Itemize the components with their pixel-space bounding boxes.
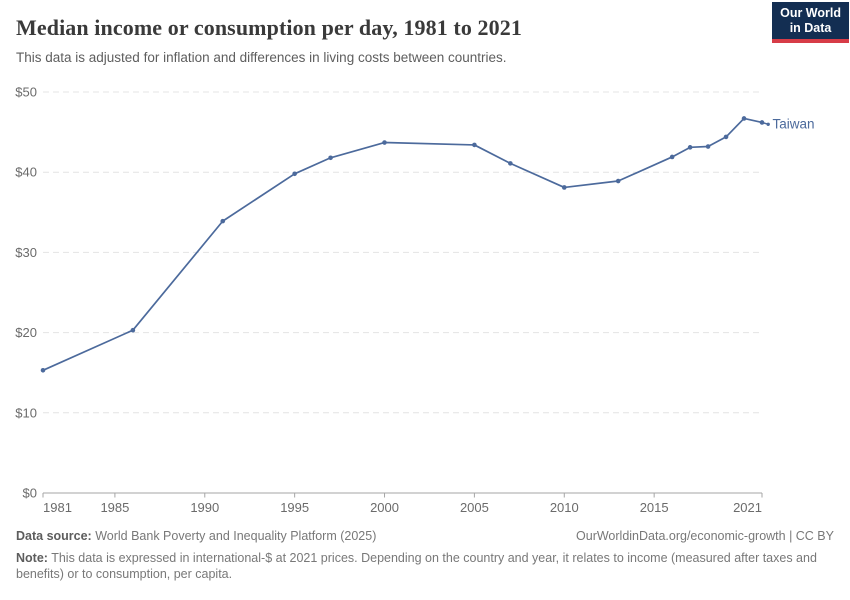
note-label: Note: [16,550,48,565]
y-tick-label: $10 [15,405,37,420]
series-line-taiwan [42,117,763,372]
data-point-marker [669,154,675,160]
y-tick-label: $40 [15,165,37,180]
x-tick-label: 1995 [280,500,309,515]
x-tick-label: 1985 [100,500,129,515]
y-tick-label: $20 [15,325,37,340]
note-value: This data is expressed in international-… [16,550,817,582]
data-point-marker [292,171,297,177]
chart-note: Note: This data is expressed in internat… [16,550,828,583]
data-point-marker [741,116,747,121]
chart-title: Median income or consumption per day, 19… [16,15,522,40]
x-tick-label: 2015 [640,500,669,515]
data-point-marker [723,134,729,140]
data-point-marker [705,144,711,149]
y-tick-label: $0 [23,486,37,501]
data-point-marker [40,367,46,373]
data-point-marker [328,155,333,161]
data-point-marker [561,185,567,190]
data-source-value: World Bank Poverty and Inequality Platfo… [91,529,377,543]
label-connector-dot [766,122,770,126]
y-tick-label: $50 [15,85,37,100]
x-tick-label: 2005 [460,500,489,515]
owid-logo: Our World in Data [772,2,849,43]
x-tick-label: 2010 [550,500,579,515]
data-source: Data source: World Bank Poverty and Ineq… [16,528,376,545]
data-source-label: Data source: [16,529,92,543]
chart-header: Median income or consumption per day, 19… [16,14,834,66]
data-point-marker [472,142,477,148]
series-end-label[interactable]: Taiwan [773,116,815,131]
credit-link[interactable]: OurWorldinData.org/economic-growth | CC … [576,529,834,543]
data-point-marker [220,218,226,224]
x-tick-label: 2000 [370,500,399,515]
data-point-marker [759,120,765,125]
owid-logo-line1: Our World [780,6,841,20]
x-tick-label: 2021 [733,500,762,515]
x-tick-label: 1990 [190,500,219,515]
owid-logo-line2: in Data [789,20,832,35]
data-point-marker [130,327,136,333]
data-point-marker [508,161,513,166]
data-point-marker [615,178,621,184]
x-tick-label: 1981 [43,500,72,515]
chart-subtitle: This data is adjusted for inflation and … [16,49,507,65]
data-point-marker [382,140,387,145]
chart-footer: Data source: World Bank Poverty and Ineq… [16,528,834,583]
y-tick-label: $30 [15,245,37,260]
data-point-marker [687,145,693,150]
chart-area: $0 $10 $20 $30 $40 $50 1981 1985 1990 1995 2000 200… [0,80,850,525]
line-chart: $0 $10 $20 $30 $40 $50 1981 1985 1990 1995 2000 200… [15,85,815,516]
